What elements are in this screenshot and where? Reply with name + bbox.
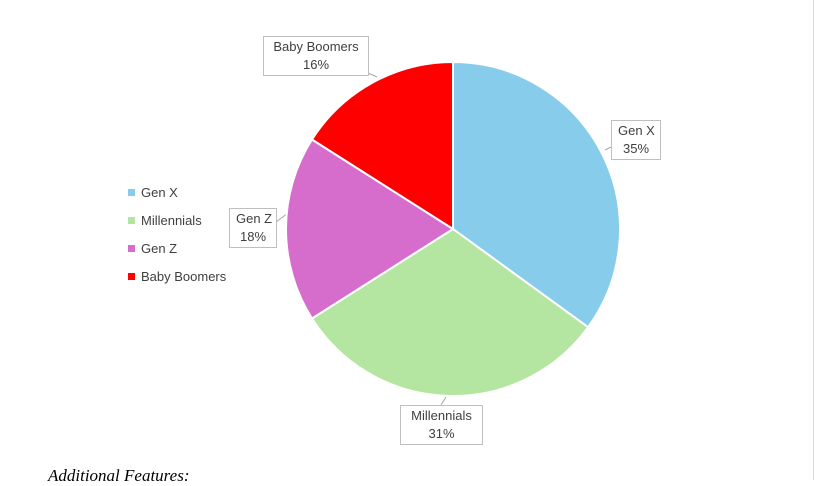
pie-slice-gen-z[interactable] xyxy=(285,138,455,320)
legend-label-gen-x: Gen X xyxy=(141,184,178,200)
leader-line-millennials xyxy=(440,396,447,406)
data-label-millennials[interactable]: Millennials 31% xyxy=(400,405,483,445)
data-label-baby-boomers-name: Baby Boomers xyxy=(273,39,359,54)
legend-swatch-gen-x xyxy=(128,188,135,196)
legend-item-millennials[interactable]: Millennials xyxy=(128,206,226,234)
data-label-millennials-name: Millennials xyxy=(411,408,472,423)
additional-features-heading: Additional Features: xyxy=(48,466,190,485)
callout-leader-lines xyxy=(275,72,612,406)
legend-item-gen-z[interactable]: Gen Z xyxy=(128,234,226,262)
pie-slices xyxy=(285,60,621,397)
pie-slice-baby-boomers[interactable] xyxy=(310,60,454,231)
legend-swatch-baby-boomers xyxy=(128,272,135,280)
chart-border xyxy=(813,0,814,480)
legend-label-millennials: Millennials xyxy=(141,212,202,228)
data-label-gen-x-name: Gen X xyxy=(618,123,655,138)
data-label-baby-boomers-value: 16% xyxy=(302,57,330,72)
data-label-gen-z-value: 18% xyxy=(239,229,267,244)
legend: Gen X Millennials Gen Z Baby Boomers xyxy=(128,178,226,290)
legend-item-gen-x[interactable]: Gen X xyxy=(128,178,226,206)
data-label-baby-boomers[interactable]: Baby Boomers 16% xyxy=(263,36,369,76)
data-label-gen-x-value: 35% xyxy=(622,141,650,156)
legend-label-gen-z: Gen Z xyxy=(141,240,178,256)
data-label-gen-z[interactable]: Gen Z 18% xyxy=(229,208,277,248)
legend-swatch-gen-z xyxy=(128,244,135,252)
pie-slice-millennials[interactable] xyxy=(310,227,590,397)
data-label-gen-x[interactable]: Gen X 35% xyxy=(611,120,661,160)
legend-swatch-millennials xyxy=(128,216,135,224)
data-label-gen-z-name: Gen Z xyxy=(236,211,273,226)
leader-line-gen-x xyxy=(604,146,612,151)
legend-label-baby-boomers: Baby Boomers xyxy=(141,268,227,284)
pie-slice-gen-x[interactable] xyxy=(452,60,621,329)
legend-item-baby-boomers[interactable]: Baby Boomers xyxy=(128,262,226,290)
data-label-millennials-value: 31% xyxy=(428,426,455,441)
leader-line-baby-boomers xyxy=(367,72,378,78)
